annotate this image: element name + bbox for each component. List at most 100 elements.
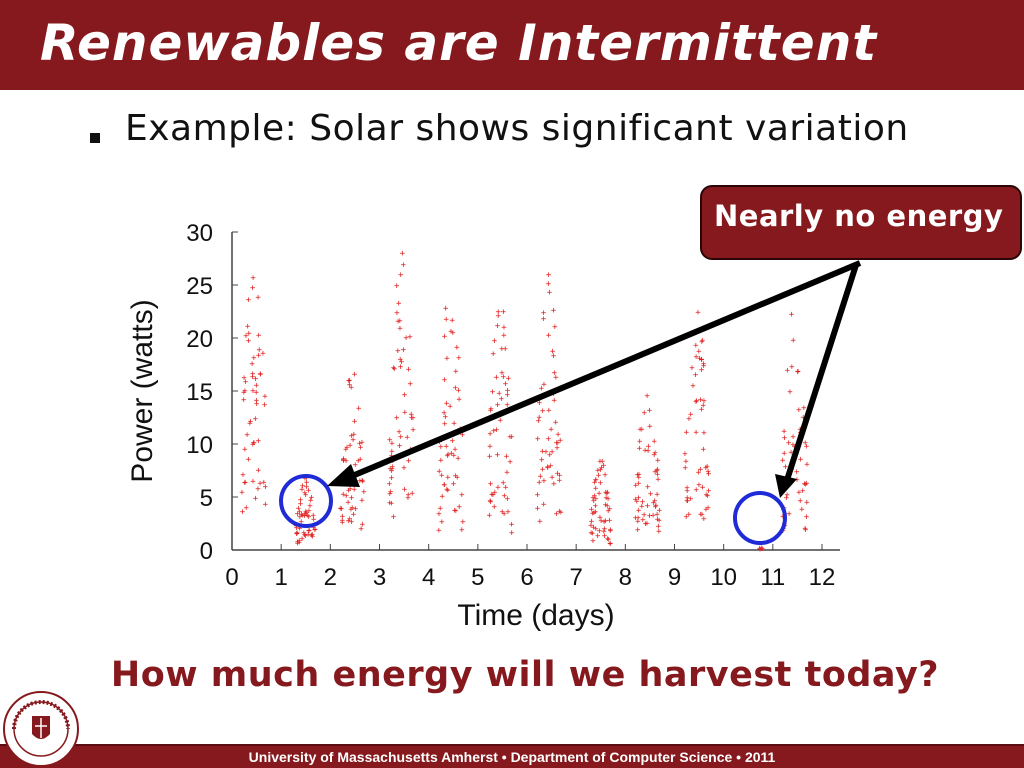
y-axis-label: Power (watts) <box>126 299 159 482</box>
data-point: + <box>804 512 810 522</box>
data-point: + <box>254 381 260 391</box>
data-point: + <box>389 466 395 476</box>
data-point: + <box>456 386 462 396</box>
data-point: + <box>247 419 253 429</box>
data-point: + <box>636 470 642 480</box>
data-point: + <box>310 530 316 540</box>
data-point: + <box>343 456 349 466</box>
data-point: + <box>554 444 560 454</box>
data-point: + <box>703 490 709 500</box>
data-point: + <box>491 502 497 512</box>
data-point: + <box>450 316 456 326</box>
data-point: + <box>557 507 563 517</box>
data-point: + <box>591 523 597 533</box>
x-tick-label: 1 <box>274 564 287 591</box>
data-point: + <box>388 488 394 498</box>
data-point: + <box>360 477 366 487</box>
data-point: + <box>445 450 451 460</box>
data-point: + <box>554 439 560 449</box>
data-point: + <box>491 426 497 436</box>
data-point: + <box>307 501 313 511</box>
data-point: + <box>602 532 608 542</box>
data-point: + <box>398 270 404 280</box>
arrow-icon <box>343 260 862 482</box>
data-point: + <box>406 456 412 466</box>
data-point: + <box>402 485 408 495</box>
data-point: + <box>535 490 541 500</box>
highlight-circle-icon <box>733 491 787 545</box>
data-point: + <box>240 507 246 517</box>
data-point: + <box>311 511 317 521</box>
data-point: + <box>637 425 643 435</box>
data-point: + <box>501 323 507 333</box>
data-point: + <box>347 485 353 495</box>
data-point: + <box>601 517 607 527</box>
data-point: + <box>306 486 312 496</box>
data-point: + <box>250 372 256 382</box>
data-point: + <box>496 312 502 322</box>
data-point: + <box>791 336 797 346</box>
data-point: + <box>453 367 459 377</box>
data-point: + <box>347 380 353 390</box>
data-point: + <box>460 431 466 441</box>
data-point: + <box>501 373 507 383</box>
data-point: + <box>347 441 353 451</box>
data-point: + <box>645 501 651 511</box>
data-point: + <box>347 376 353 386</box>
highlight-circle-icon <box>279 474 333 528</box>
data-point: + <box>254 400 260 410</box>
data-point: + <box>451 479 457 489</box>
data-point: + <box>502 345 508 355</box>
y-tick-label: 5 <box>200 485 213 512</box>
data-point: + <box>551 306 557 316</box>
data-point: + <box>348 505 354 515</box>
x-tick-label: 7 <box>569 564 582 591</box>
data-point: + <box>340 512 346 522</box>
data-point: + <box>407 332 413 342</box>
data-point: + <box>552 369 558 379</box>
data-point: + <box>304 508 310 518</box>
data-point: + <box>802 439 808 449</box>
data-point: + <box>437 467 443 477</box>
data-point: + <box>647 422 653 432</box>
data-point: + <box>796 488 802 498</box>
data-point: + <box>646 442 652 452</box>
data-point: + <box>703 505 709 515</box>
y-tick-label: 30 <box>186 220 213 247</box>
data-point: + <box>684 496 690 506</box>
data-point: + <box>341 454 347 464</box>
data-point: + <box>452 445 458 455</box>
data-point: + <box>311 515 317 525</box>
data-point: + <box>695 308 701 318</box>
data-point: + <box>549 473 555 483</box>
data-point: + <box>698 510 704 520</box>
data-point: + <box>441 408 447 418</box>
data-point: + <box>693 353 699 363</box>
data-point: + <box>444 399 450 409</box>
data-point: + <box>438 443 444 453</box>
data-point: + <box>499 369 505 379</box>
data-point: + <box>653 501 659 511</box>
data-point: + <box>786 510 792 520</box>
data-point: + <box>299 535 305 545</box>
bullet-square-icon <box>90 133 100 143</box>
title-bar: Renewables are Intermittent <box>0 0 1024 90</box>
data-point: + <box>294 529 300 539</box>
data-point: + <box>655 465 661 475</box>
data-point: + <box>305 530 311 540</box>
data-point: + <box>241 395 247 405</box>
data-point: + <box>593 484 599 494</box>
data-point: + <box>254 388 260 398</box>
data-point: + <box>311 523 317 533</box>
data-point: + <box>403 333 409 343</box>
data-point: + <box>439 517 445 527</box>
data-point: + <box>256 351 262 361</box>
data-point: + <box>651 437 657 447</box>
data-point: + <box>303 507 309 517</box>
data-point: + <box>803 525 809 535</box>
data-point: + <box>535 504 541 514</box>
data-point: + <box>352 370 358 380</box>
data-point: + <box>782 434 788 444</box>
data-point: + <box>504 468 510 478</box>
data-point: + <box>682 449 688 459</box>
